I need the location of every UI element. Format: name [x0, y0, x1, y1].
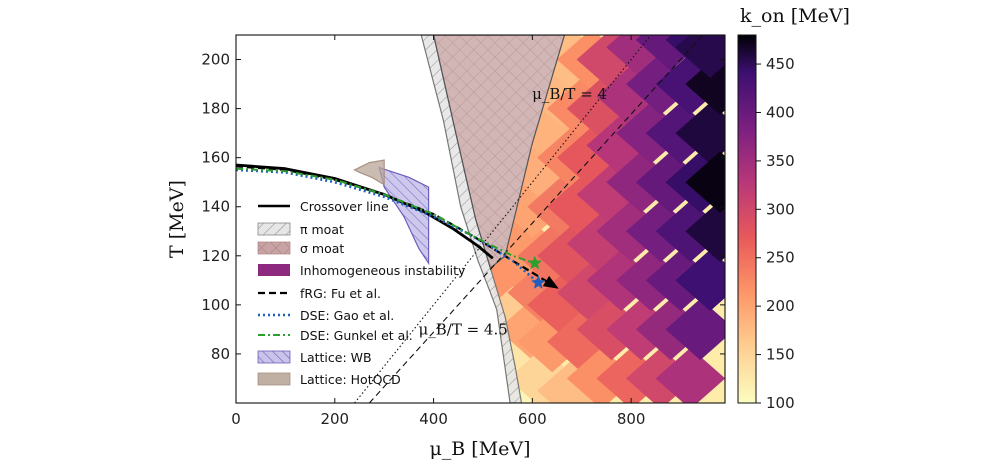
heatmap-cell — [675, 35, 725, 78]
heatmap-cell — [655, 347, 725, 403]
y-tick-label: 180 — [201, 100, 230, 118]
fRG-arrow-head — [542, 275, 559, 289]
colorbar-tick-label: 400 — [766, 103, 795, 121]
critical-points — [527, 255, 546, 289]
series-crossover-line — [236, 163, 494, 260]
legend-label: DSE: Gunkel et al. — [300, 328, 413, 343]
colorbar-label: k_on [MeV] — [740, 5, 850, 27]
legend-entry-frg: fRG: Fu et al. — [258, 286, 381, 301]
x-tick-label: 400 — [419, 410, 448, 428]
colorbar-tick-label: 200 — [766, 297, 795, 315]
annotation-ratio-4: μ_B/T = 4 — [532, 85, 607, 103]
heatmap-cell — [675, 249, 725, 312]
ratio-line-4 — [354, 35, 652, 403]
colorbar — [737, 34, 757, 404]
x-tick-label: 800 — [617, 410, 646, 428]
legend-entry-lattice-hotqcd: Lattice: HotQCD — [257, 372, 401, 387]
series-dse-gunkel-et-al- — [236, 167, 536, 265]
region-lattice-wb — [378, 166, 430, 266]
y-axis-ticks: 80 100 120 140 160 180 200 — [201, 51, 725, 363]
legend-entry-sigma-moat: σ moat — [257, 241, 344, 256]
series-lines — [236, 163, 558, 289]
legend-entry-dse-gao: DSE: Gao et al. — [258, 308, 394, 323]
ratio-line-4.5 — [368, 35, 704, 403]
critical-point-star — [530, 275, 546, 289]
legend-label: σ moat — [300, 241, 344, 256]
x-tick-label: 200 — [320, 410, 349, 428]
legend-entry-instability: Inhomogeneous instability — [258, 263, 466, 278]
legend-label: Inhomogeneous instability — [300, 263, 466, 278]
x-tick-label: 600 — [518, 410, 547, 428]
legend-entry-dse-gunkel: DSE: Gunkel et al. — [258, 328, 413, 343]
moat-regions — [353, 35, 566, 403]
y-tick-label: 100 — [201, 296, 230, 314]
critical-point-star — [527, 255, 543, 270]
colorbar-tick-label: 300 — [766, 200, 795, 218]
legend-label: fRG: Fu et al. — [300, 286, 381, 301]
y-axis-label: T [MeV] — [166, 180, 188, 258]
legend-label: π moat — [300, 222, 344, 237]
heatmap-cell — [685, 200, 725, 262]
y-tick-label: 160 — [201, 149, 230, 167]
legend-label: Lattice: WB — [300, 350, 372, 365]
plot-frame — [235, 34, 726, 404]
legend-entry-pi-moat: π moat — [257, 222, 344, 237]
colorbar-ticks: 100 150 200 250 300 350 400 450 — [756, 55, 795, 412]
colorbar-tick-label: 350 — [766, 152, 795, 170]
legend-entry-lattice-wb: Lattice: WB — [257, 350, 372, 365]
legend-label: Crossover line — [300, 199, 389, 214]
y-tick-label: 200 — [201, 51, 230, 69]
legend-label: DSE: Gao et al. — [300, 308, 394, 323]
heatmap-cell — [665, 298, 725, 361]
y-tick-label: 120 — [201, 247, 230, 265]
y-tick-label: 140 — [201, 198, 230, 216]
region-lattice-hotqcd — [353, 159, 385, 186]
annotation-ratio-4.5: μ_B/T = 4.5 — [419, 320, 508, 338]
series-frg-fu-et-al- — [236, 165, 558, 289]
colorbar-tick-label: 450 — [766, 55, 795, 73]
x-axis-label: μ_B [MeV] — [429, 438, 530, 460]
colorbar-tick-label: 250 — [766, 249, 795, 267]
legend: Crossover line π moat σ moat Inhomogeneo… — [257, 199, 466, 387]
legend-entry-crossover: Crossover line — [258, 199, 389, 214]
x-axis-ticks: 0 200 400 600 800 — [231, 35, 645, 428]
legend-label: Lattice: HotQCD — [300, 372, 401, 387]
y-tick-label: 80 — [211, 345, 230, 363]
x-tick-label: 0 — [231, 410, 241, 428]
heatmap-cell — [685, 151, 725, 213]
colorbar-tick-label: 100 — [766, 394, 795, 412]
colorbar-tick-label: 150 — [766, 346, 795, 364]
